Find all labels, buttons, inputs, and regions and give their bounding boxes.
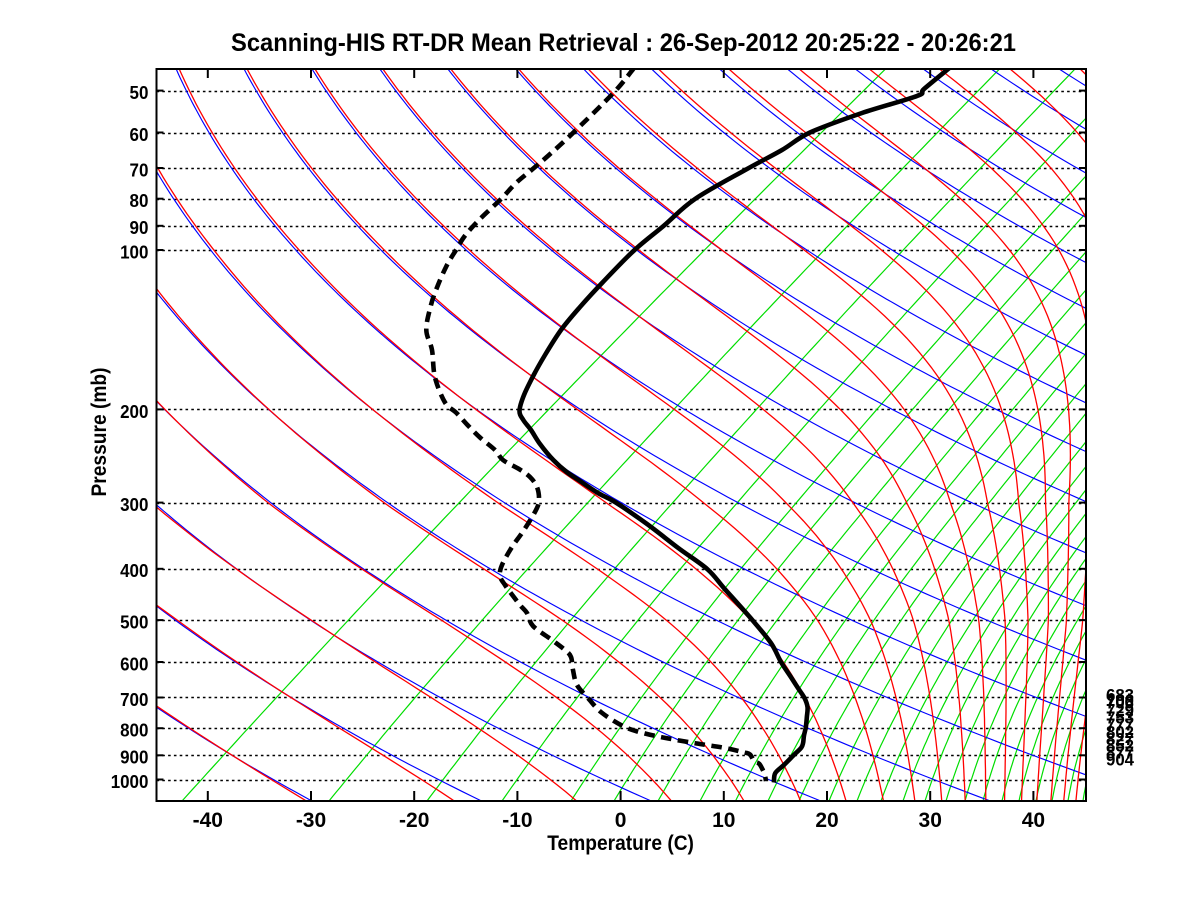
svg-text:Temperature (C): Temperature (C) — [547, 832, 694, 855]
svg-text:300: 300 — [120, 494, 148, 515]
svg-text:400: 400 — [120, 560, 148, 581]
svg-text:90: 90 — [130, 217, 149, 238]
svg-text:600: 600 — [120, 653, 148, 674]
svg-text:100: 100 — [120, 241, 148, 262]
svg-text:700: 700 — [120, 689, 148, 710]
svg-text:753: 753 — [1106, 707, 1134, 727]
svg-text:50: 50 — [130, 82, 149, 103]
svg-text:-40: -40 — [193, 809, 223, 832]
svg-text:-10: -10 — [502, 809, 532, 832]
svg-text:200: 200 — [120, 401, 148, 422]
svg-text:700: 700 — [1106, 691, 1134, 711]
svg-text:852: 852 — [1106, 736, 1134, 756]
svg-text:10: 10 — [712, 809, 735, 832]
svg-text:877: 877 — [1106, 742, 1134, 762]
svg-text:60: 60 — [130, 124, 149, 145]
svg-text:900: 900 — [120, 747, 148, 768]
svg-text:80: 80 — [130, 190, 149, 211]
svg-text:706: 706 — [1106, 692, 1134, 712]
svg-text:20: 20 — [815, 809, 838, 832]
svg-text:729: 729 — [1106, 700, 1134, 720]
svg-text:-30: -30 — [296, 809, 326, 832]
svg-text:500: 500 — [120, 612, 148, 633]
svg-text:30: 30 — [919, 809, 942, 832]
svg-text:1000: 1000 — [111, 771, 149, 792]
svg-text:Scanning-HIS RT-DR Mean Retrie: Scanning-HIS RT-DR Mean Retrieval : 26-S… — [231, 29, 1016, 57]
svg-text:800: 800 — [120, 720, 148, 741]
svg-text:Pressure (mb): Pressure (mb) — [87, 368, 111, 497]
svg-text:827: 827 — [1106, 729, 1134, 749]
svg-text:802: 802 — [1106, 722, 1134, 742]
svg-text:0: 0 — [615, 809, 627, 832]
svg-text:683: 683 — [1106, 685, 1134, 705]
svg-text:40: 40 — [1022, 809, 1045, 832]
svg-text:-20: -20 — [399, 809, 429, 832]
svg-text:70: 70 — [130, 159, 149, 180]
svg-text:904: 904 — [1106, 749, 1134, 769]
svg-text:777: 777 — [1106, 715, 1134, 735]
